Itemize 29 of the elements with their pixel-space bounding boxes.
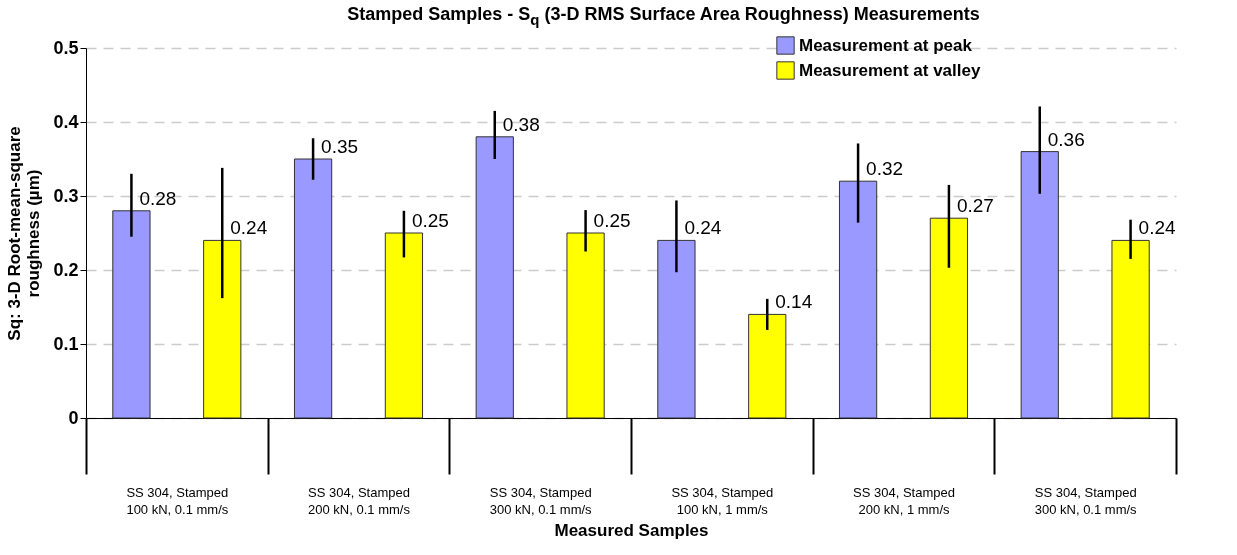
y-tick-label: 0.2: [53, 259, 79, 280]
data-label: 0.24: [230, 217, 268, 239]
y-tick-label: 0.4: [53, 111, 79, 132]
data-label: 0.25: [411, 210, 449, 231]
data-label: 0.24: [684, 217, 722, 239]
y-tick-label: 0: [68, 407, 79, 428]
data-label: 0.38: [502, 113, 540, 135]
data-label: 0.32: [866, 158, 904, 180]
x-tick-label: SS 304, Stamped 100 kN, 0.1 mm/s: [126, 484, 229, 517]
data-label: 0.25: [593, 210, 631, 231]
x-tick-label: SS 304, Stamped 100 kN, 1 mm/s: [671, 484, 774, 517]
data-label: 0.14: [775, 291, 813, 313]
y-tick-label: 0.5: [53, 37, 79, 58]
x-tick-label: SS 304, Stamped 200 kN, 0.1 mm/s: [308, 484, 411, 517]
chart-title: Stamped Samples - S$_{q}$ (3-D RMS Surface Area Roughness) Measurements: [346, 3, 981, 28]
data-label: 0.27: [956, 195, 994, 217]
x-tick-label: SS 304, Stamped 300 kN, 0.1 mm/s: [1034, 484, 1138, 517]
legend-label: Measurement at peak: [799, 35, 973, 55]
data-label: 0.28: [139, 187, 177, 209]
data-label: 0.24: [1138, 217, 1176, 239]
y-tick-label: 0.3: [53, 185, 79, 206]
y-tick-label: 0.1: [53, 333, 79, 354]
x-axis-title: Measured Samples: [554, 520, 709, 540]
x-tick-label: SS 304, Stamped 300 kN, 0.1 mm/s: [489, 484, 593, 517]
data-label: 0.36: [1047, 128, 1085, 150]
x-tick-label: SS 304, Stamped 200 kN, 1 mm/s: [853, 484, 955, 517]
legend-label: Measurement at valley: [799, 60, 981, 80]
data-label: 0.35: [321, 136, 359, 157]
y-axis-title: Sq: 3-D Root-mean-square roughness (µm): [5, 126, 44, 341]
